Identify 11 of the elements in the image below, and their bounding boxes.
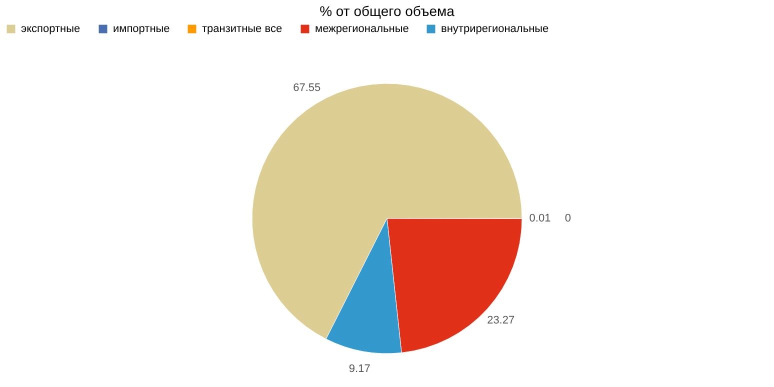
data-label: 9.17 <box>348 363 370 376</box>
legend-label: импортные <box>113 23 170 35</box>
legend-label: внутрирегиональные <box>441 23 549 35</box>
legend-label: экспортные <box>21 23 80 35</box>
text: 0 <box>564 212 572 225</box>
chart-title: % от общего объема <box>320 3 455 19</box>
legend-label: транзитные все <box>202 23 282 35</box>
data-label: 23.27 <box>487 314 515 327</box>
data-label: 67.55 <box>293 82 321 94</box>
legend-label: межрегиональные <box>315 23 409 35</box>
data-label: 0.01 <box>529 212 551 225</box>
